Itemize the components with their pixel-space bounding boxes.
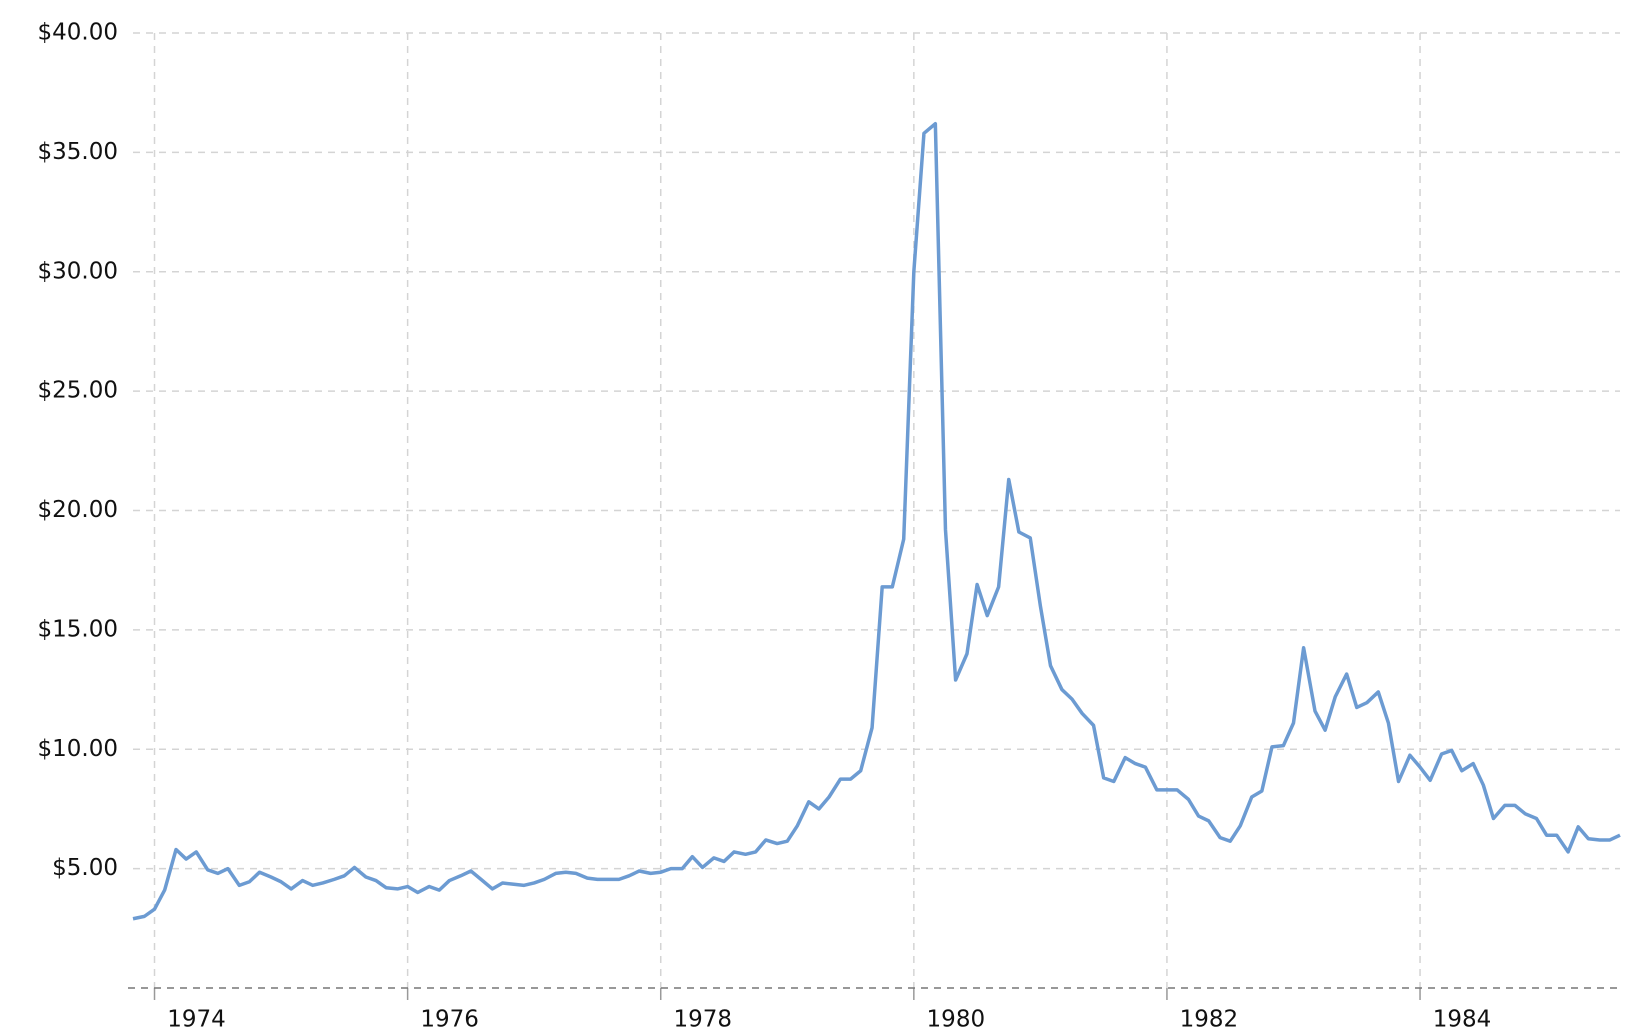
x-tick-label: 1974 [167, 1007, 226, 1033]
y-tick-label: $30.00 [38, 258, 118, 284]
x-tick-label: 1976 [420, 1007, 479, 1033]
y-tick-label: $35.00 [38, 139, 118, 165]
x-tick-label: 1978 [673, 1007, 732, 1033]
data-line [132, 121, 1621, 921]
y-tick-label: $25.00 [38, 378, 118, 404]
y-tick-label: $15.00 [38, 616, 118, 642]
y-tick-label: $5.00 [52, 855, 118, 881]
y-tick-label: $40.00 [38, 20, 118, 46]
x-tick-label: 1982 [1180, 1007, 1239, 1033]
y-tick-label: $20.00 [38, 497, 118, 523]
y-tick-label: $10.00 [38, 736, 118, 762]
x-tick-label: 1984 [1433, 1007, 1492, 1033]
x-tick-label: 1980 [927, 1007, 986, 1033]
